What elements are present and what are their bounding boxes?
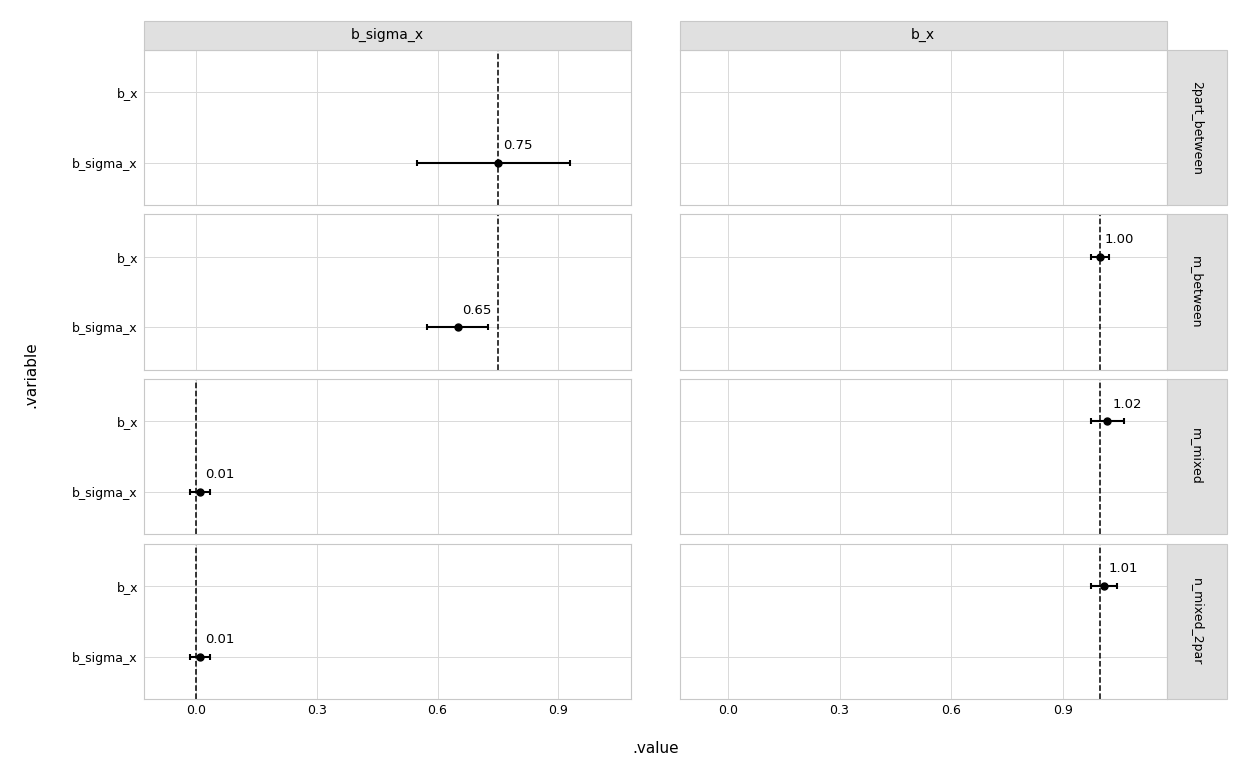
Text: 1.02: 1.02 (1112, 398, 1142, 411)
Text: n_mixed_2par: n_mixed_2par (1191, 578, 1203, 665)
Text: m_between: m_between (1191, 256, 1203, 329)
Text: 1.01: 1.01 (1108, 562, 1138, 575)
Text: 0.75: 0.75 (503, 139, 533, 152)
Text: 2part_between: 2part_between (1191, 81, 1203, 174)
Text: 0.01: 0.01 (205, 468, 235, 482)
Text: b_sigma_x: b_sigma_x (351, 28, 424, 42)
Text: m_mixed: m_mixed (1191, 429, 1203, 485)
Text: 0.65: 0.65 (463, 304, 492, 317)
Text: 0.01: 0.01 (205, 633, 235, 646)
Text: .value: .value (631, 741, 679, 756)
Text: 1.00: 1.00 (1104, 233, 1134, 247)
Text: .variable: .variable (24, 341, 39, 408)
Text: b_x: b_x (911, 28, 935, 42)
